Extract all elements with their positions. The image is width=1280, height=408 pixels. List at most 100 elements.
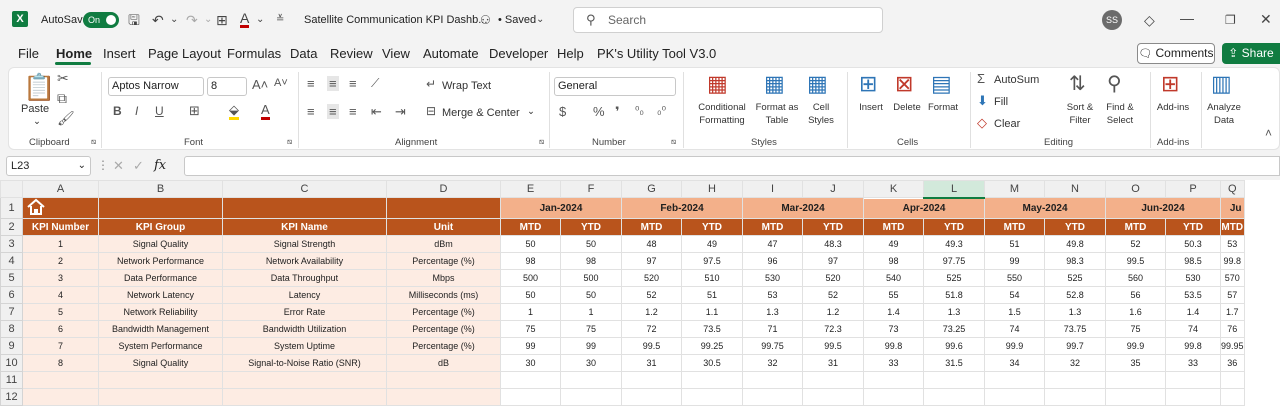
value-cell[interactable]: 75 [1105, 320, 1166, 338]
align-right-icon[interactable]: ≡ [349, 104, 357, 119]
conditional-formatting-line1[interactable]: Conditional [698, 102, 746, 113]
cell[interactable] [98, 197, 223, 219]
cell[interactable] [1220, 371, 1245, 389]
font-launcher-icon[interactable]: ⧅ [287, 137, 293, 146]
sort-filter-line2[interactable]: Filter [1069, 115, 1091, 126]
kpi-number-cell[interactable]: 7 [22, 337, 99, 355]
document-title[interactable]: Satellite Communication KPI Dashb... [304, 14, 488, 26]
value-cell[interactable]: 99.5 [802, 337, 864, 355]
month-header[interactable]: May-2024 [984, 197, 1106, 219]
column-header[interactable]: M [984, 180, 1045, 198]
kpi-number-cell[interactable]: 4 [22, 286, 99, 304]
value-cell[interactable]: 99.7 [1044, 337, 1106, 355]
value-cell[interactable]: 1 [560, 303, 622, 321]
menu-automate[interactable]: Automate [423, 46, 479, 61]
value-cell[interactable]: 98.3 [1044, 252, 1106, 270]
value-cell[interactable]: 96 [742, 252, 803, 270]
value-cell[interactable]: 56 [1105, 286, 1166, 304]
cell[interactable] [681, 371, 743, 389]
menu-insert[interactable]: Insert [103, 46, 136, 61]
header-cell[interactable]: MTD [742, 218, 803, 236]
insert-cells-button[interactable]: Insert [859, 102, 883, 113]
row-header[interactable]: 1 [0, 197, 23, 219]
more-options-icon[interactable]: ⋮ [97, 158, 109, 172]
cell[interactable] [1105, 388, 1166, 406]
kpi-number-cell[interactable]: 3 [22, 269, 99, 287]
save-icon[interactable]: 🖫 [128, 12, 140, 28]
column-header[interactable]: I [742, 180, 803, 198]
conditional-formatting-line2[interactable]: Formatting [699, 115, 745, 126]
value-cell[interactable]: 51 [681, 286, 743, 304]
value-cell[interactable]: 1.1 [681, 303, 743, 321]
value-cell[interactable]: 99.8 [1165, 337, 1221, 355]
cell[interactable] [1044, 388, 1106, 406]
value-cell[interactable]: 1.3 [742, 303, 803, 321]
font-color-icon[interactable]: A [261, 103, 270, 120]
value-cell[interactable]: 30 [560, 354, 622, 372]
value-cell[interactable]: 71 [742, 320, 803, 338]
header-cell[interactable]: YTD [560, 218, 622, 236]
delete-cells-button[interactable]: Delete [893, 102, 921, 113]
value-cell[interactable]: 52 [1105, 235, 1166, 253]
autosum-icon[interactable]: Σ [977, 71, 986, 86]
column-header[interactable]: J [802, 180, 864, 198]
value-cell[interactable]: 97 [802, 252, 864, 270]
value-cell[interactable]: 74 [1165, 320, 1221, 338]
kpi-number-cell[interactable]: 8 [22, 354, 99, 372]
bold-icon[interactable]: B [113, 104, 122, 118]
kpi-name-cell[interactable]: Error Rate [222, 303, 387, 321]
column-header[interactable]: A [22, 180, 99, 198]
value-cell[interactable]: 99 [560, 337, 622, 355]
name-box-dropdown-icon[interactable]: ⌄ [77, 160, 86, 171]
value-cell[interactable]: 520 [621, 269, 682, 287]
value-cell[interactable]: 99.6 [923, 337, 985, 355]
value-cell[interactable]: 47 [742, 235, 803, 253]
cell[interactable] [22, 371, 99, 389]
add-ins-button[interactable]: Add-ins [1156, 102, 1190, 113]
insert-function-icon[interactable]: fx [154, 158, 167, 173]
value-cell[interactable]: 525 [923, 269, 985, 287]
value-cell[interactable]: 75 [500, 320, 561, 338]
decrease-font-icon[interactable]: A˅ [274, 77, 288, 89]
column-header[interactable]: E [500, 180, 561, 198]
value-cell[interactable]: 99.5 [1105, 252, 1166, 270]
cell[interactable] [802, 388, 864, 406]
header-cell[interactable]: YTD [681, 218, 743, 236]
value-cell[interactable]: 76 [1220, 320, 1245, 338]
value-cell[interactable]: 30.5 [681, 354, 743, 372]
cell[interactable] [681, 388, 743, 406]
kpi-name-cell[interactable]: Bandwidth Utilization [222, 320, 387, 338]
header-cell[interactable]: KPI Name [222, 218, 387, 236]
menu-developer[interactable]: Developer [489, 46, 549, 61]
value-cell[interactable]: 530 [742, 269, 803, 287]
unit-cell[interactable]: Milliseconds (ms) [386, 286, 501, 304]
format-as-table-line1[interactable]: Format as [755, 102, 799, 113]
column-header[interactable]: B [98, 180, 223, 198]
row-header[interactable]: 3 [0, 235, 23, 253]
column-header-selected[interactable]: L [923, 180, 985, 199]
value-cell[interactable]: 49 [863, 235, 924, 253]
search-box[interactable]: ⚲ Search [573, 7, 883, 33]
wrap-text-button[interactable]: Wrap Text [442, 80, 492, 92]
value-cell[interactable]: 97 [621, 252, 682, 270]
clipboard-launcher-icon[interactable]: ⧅ [91, 137, 97, 146]
column-header[interactable]: D [386, 180, 501, 198]
cell[interactable] [98, 371, 223, 389]
paste-icon[interactable]: 📋 [23, 72, 56, 102]
add-ins-icon[interactable]: ⊞ [1161, 71, 1180, 96]
value-cell[interactable]: 49.8 [1044, 235, 1106, 253]
close-icon[interactable]: ✕ [1260, 11, 1272, 27]
cell[interactable] [386, 388, 501, 406]
italic-icon[interactable]: I [135, 104, 139, 118]
format-as-table-line2[interactable]: Table [765, 115, 789, 126]
name-box[interactable]: L23 ⌄ [6, 156, 91, 176]
header-cell[interactable]: MTD [1105, 218, 1166, 236]
cell[interactable] [621, 388, 682, 406]
value-cell[interactable]: 57 [1220, 286, 1245, 304]
unit-cell[interactable]: dB [386, 354, 501, 372]
value-cell[interactable]: 98.5 [1165, 252, 1221, 270]
column-header[interactable]: H [681, 180, 743, 198]
value-cell[interactable]: 1.3 [923, 303, 985, 321]
value-cell[interactable]: 99.8 [1220, 252, 1245, 270]
borders-icon[interactable]: ⊞ [216, 12, 228, 28]
